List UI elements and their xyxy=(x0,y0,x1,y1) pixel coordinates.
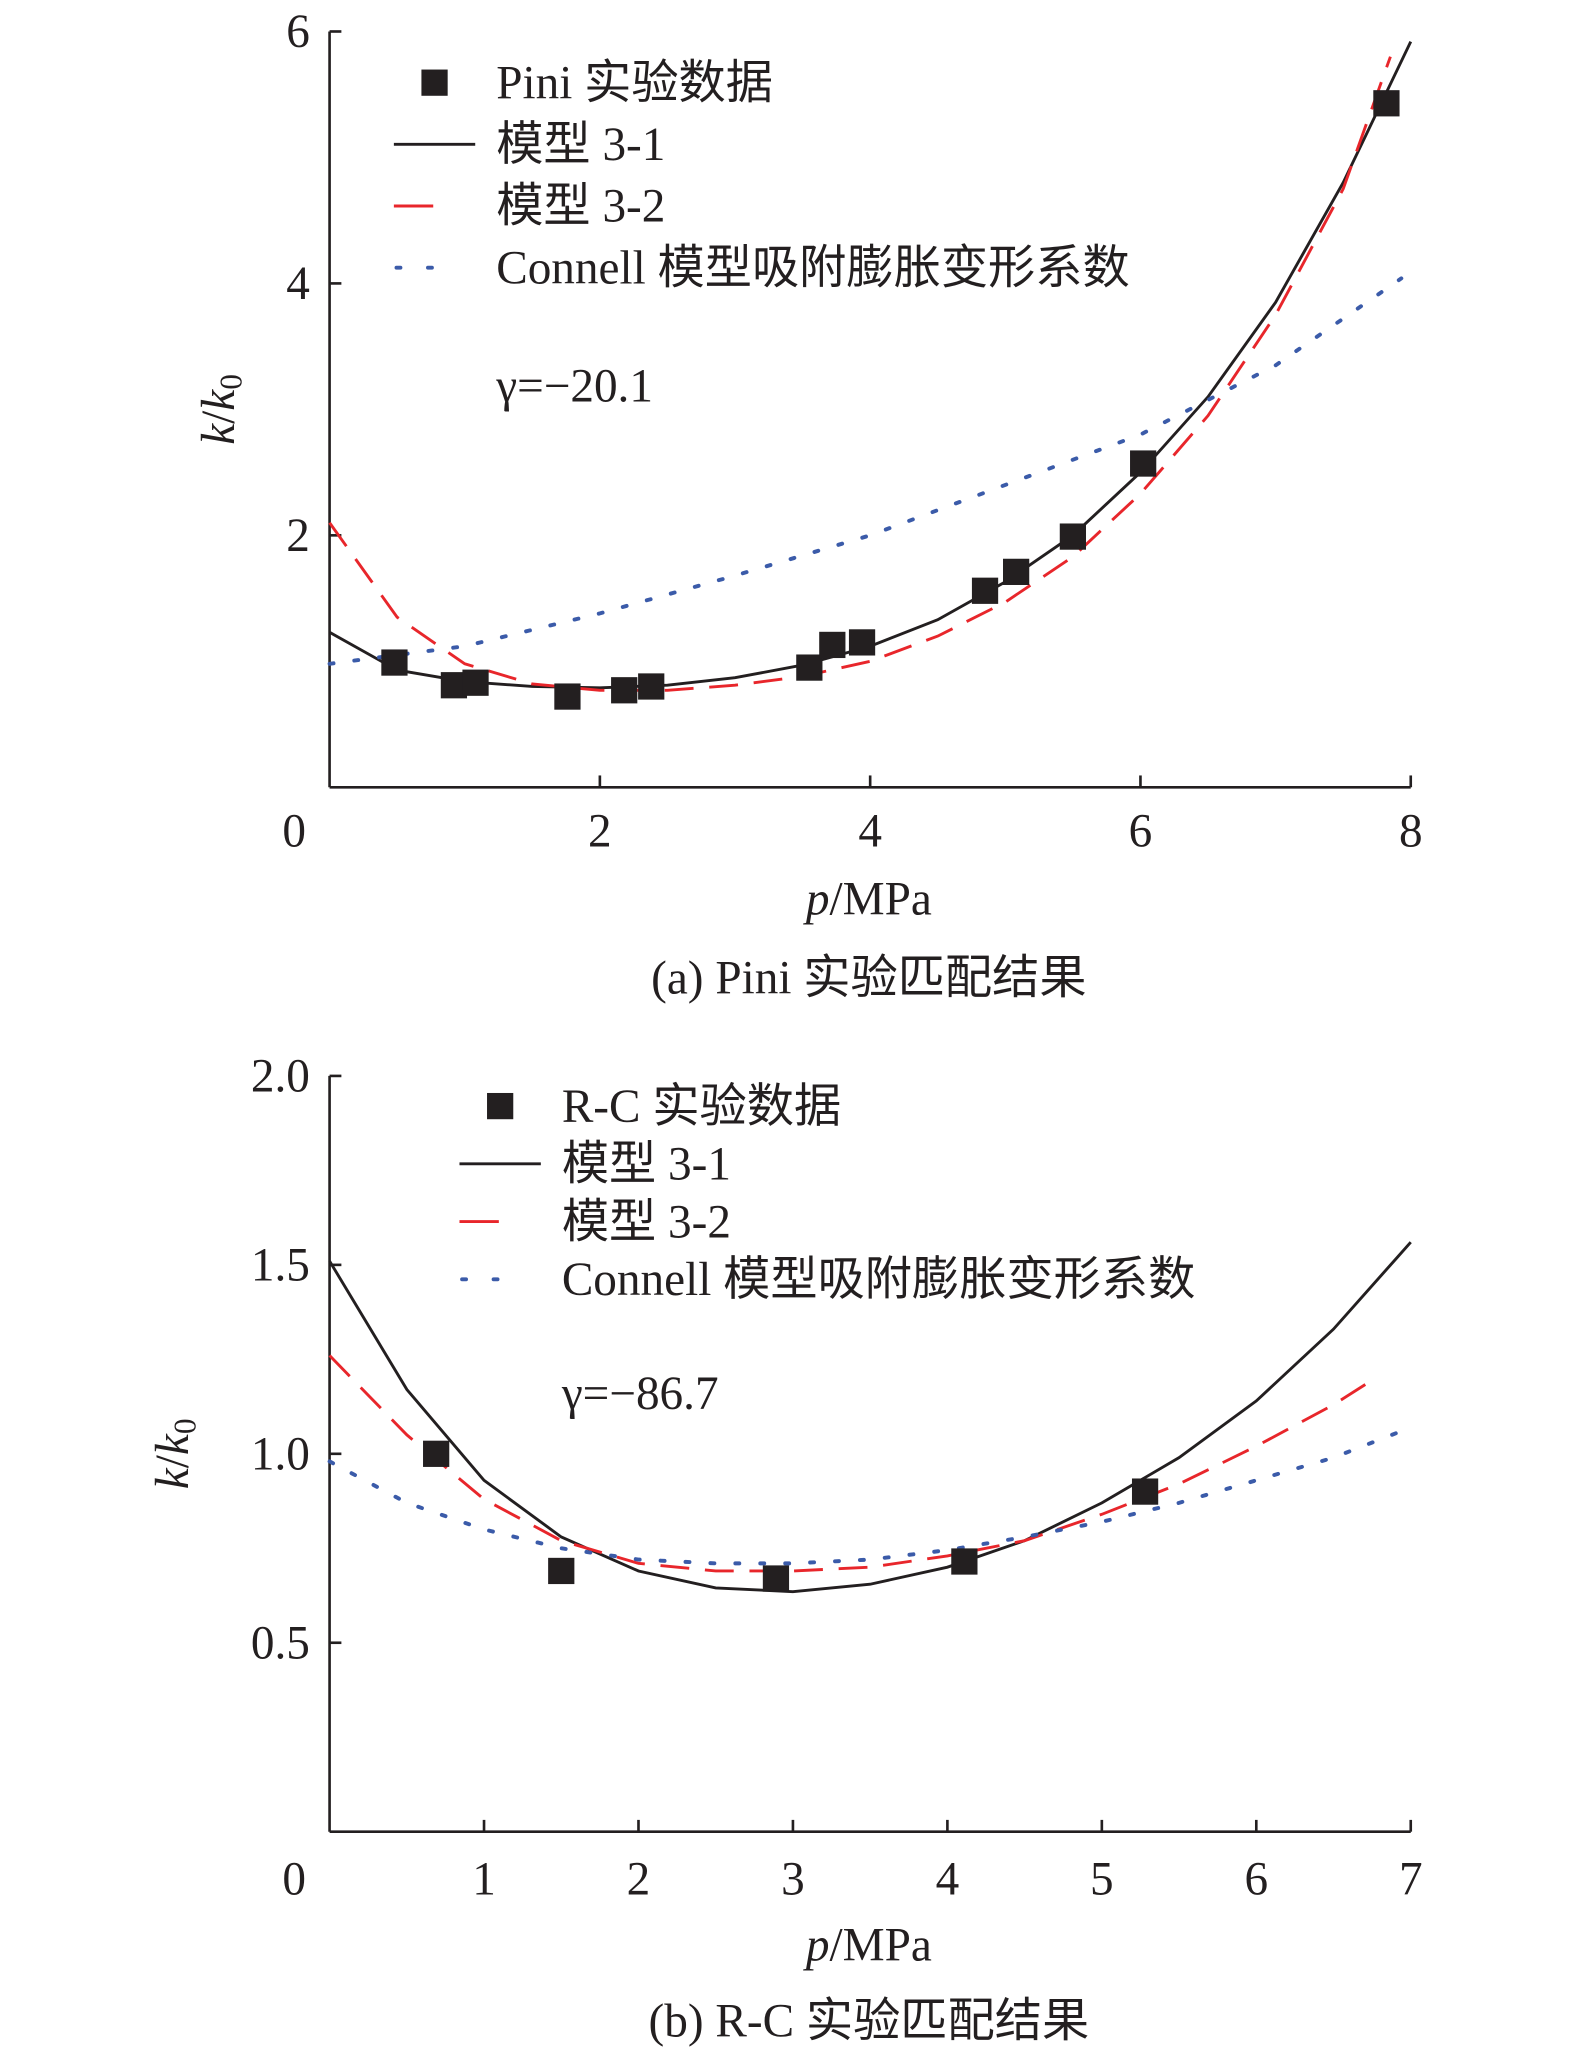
gamma-label: γ=−20.1 xyxy=(495,361,653,413)
legend-label: 模型 3-1 xyxy=(562,1139,731,1191)
data-point xyxy=(796,654,823,681)
series-line-dotted xyxy=(327,1429,1404,1566)
data-point xyxy=(381,649,408,676)
x-tick-label: 0 xyxy=(282,805,306,857)
data-point xyxy=(819,631,846,659)
y-tick-label: 1.0 xyxy=(251,1429,310,1481)
x-tick-label: 4 xyxy=(858,805,882,857)
y-axis-label: k/k0 xyxy=(147,1418,203,1489)
series-line-dashed xyxy=(328,56,1392,692)
chart-caption: (b) R-C 实验匹配结果 xyxy=(648,1995,1089,2047)
x-axis-label-unit: /MPa xyxy=(829,1919,931,1971)
data-point xyxy=(423,1440,450,1467)
y-tick-label: 2.0 xyxy=(251,1051,310,1103)
y-axis-label-sub: 0 xyxy=(214,374,249,390)
y-axis-label: k/k0 xyxy=(193,374,249,445)
y-tick-label: 1.5 xyxy=(251,1240,310,1292)
data-point xyxy=(971,577,999,604)
series-line-solid xyxy=(328,40,1413,690)
series-line-dotted xyxy=(327,276,1404,666)
legend-marker-square xyxy=(421,69,448,96)
data-point xyxy=(1131,1478,1159,1505)
data-point xyxy=(1373,90,1400,117)
data-point xyxy=(1130,450,1157,477)
data-point xyxy=(1002,558,1030,585)
y-tick-label: 6 xyxy=(286,6,310,58)
y-axis-label-num: k xyxy=(193,423,245,445)
y-tick-label: 2 xyxy=(286,510,310,562)
legend-label: Pini 实验数据 xyxy=(496,57,773,109)
x-axis-label: p/MPa xyxy=(803,1919,932,1971)
series-line-solid xyxy=(328,1241,1412,1594)
legend-label: Connell 模型吸附膨胀变形系数 xyxy=(562,1254,1196,1306)
x-tick-label: 7 xyxy=(1399,1854,1423,1906)
series-line-dashed xyxy=(328,1354,1376,1573)
x-tick-label: 8 xyxy=(1399,805,1423,857)
data-point xyxy=(762,1565,790,1592)
y-axis-label-slash: / xyxy=(193,410,245,424)
data-point xyxy=(611,677,638,704)
y-axis-label-sub: 0 xyxy=(168,1418,203,1434)
x-tick-label: 3 xyxy=(781,1854,805,1906)
x-tick-label: 4 xyxy=(936,1854,960,1906)
legend-label: 模型 3-2 xyxy=(496,181,665,233)
data-point xyxy=(638,673,665,700)
x-axis-label: p/MPa xyxy=(803,874,932,926)
x-tick-label: 1 xyxy=(472,1854,496,1906)
legend-label: 模型 3-1 xyxy=(496,119,665,171)
x-axis-label-var: p xyxy=(803,874,830,926)
data-point xyxy=(548,1557,575,1585)
data-point xyxy=(554,683,581,710)
data-point xyxy=(1059,523,1087,550)
x-tick-label: 0 xyxy=(282,1854,306,1906)
x-axis-label-var: p xyxy=(803,1919,830,1971)
data-point xyxy=(848,629,876,656)
legend-marker-square xyxy=(487,1092,514,1120)
data-point xyxy=(462,669,489,696)
data-point xyxy=(951,1548,978,1575)
y-tick-label: 4 xyxy=(286,258,310,310)
legend-label: R-C 实验数据 xyxy=(562,1081,841,1133)
gamma-label: γ=−86.7 xyxy=(561,1368,719,1420)
y-axis-label-slash: / xyxy=(147,1454,199,1468)
y-axis-label-den: k xyxy=(147,1433,199,1455)
chart-caption: (a) Pini 实验匹配结果 xyxy=(651,952,1086,1004)
legend-label: Connell 模型吸附膨胀变形系数 xyxy=(496,242,1130,294)
x-tick-label: 5 xyxy=(1090,1854,1114,1906)
x-axis-label-unit: /MPa xyxy=(829,874,931,926)
x-tick-label: 2 xyxy=(588,805,612,857)
y-axis-label-den: k xyxy=(193,389,245,411)
x-tick-label: 6 xyxy=(1129,805,1153,857)
x-tick-label: 6 xyxy=(1244,1854,1268,1906)
y-axis-label-num: k xyxy=(147,1467,199,1489)
y-tick-label: 0.5 xyxy=(251,1617,310,1669)
x-tick-label: 2 xyxy=(627,1854,651,1906)
legend-label: 模型 3-2 xyxy=(562,1196,731,1248)
